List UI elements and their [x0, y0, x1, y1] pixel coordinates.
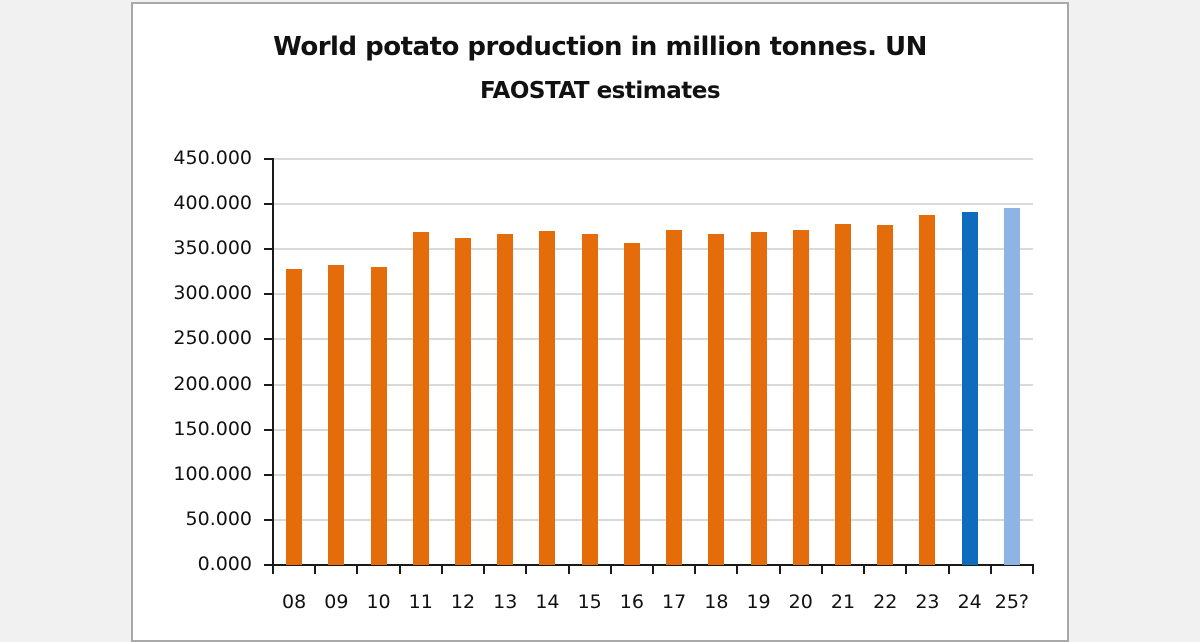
x-tick-label: 16 — [619, 591, 644, 613]
plot-area — [273, 158, 1033, 565]
bar-25-forecast — [1003, 207, 1020, 565]
gridline — [273, 248, 1033, 251]
bar-13 — [497, 233, 514, 565]
y-tick — [264, 158, 273, 160]
x-tick-label: 21 — [830, 591, 856, 613]
y-tick-label: 350.000 — [173, 237, 252, 260]
x-tick — [694, 565, 697, 574]
bar-11 — [412, 232, 429, 565]
y-tick — [264, 473, 273, 476]
x-tick — [863, 565, 866, 574]
bar-15 — [581, 233, 598, 565]
x-tick-label: 13 — [493, 591, 518, 613]
x-tick-label: 23 — [915, 591, 940, 613]
x-tick — [820, 565, 823, 574]
y-tick-label: 50.000 — [185, 507, 252, 530]
x-tick — [272, 565, 274, 574]
x-tick-label: 18 — [704, 591, 729, 613]
y-tick-label: 100.000 — [173, 462, 252, 485]
bar-08 — [286, 269, 303, 565]
x-tick — [652, 565, 654, 574]
gridline — [273, 518, 1033, 521]
bar-20 — [792, 230, 809, 565]
y-tick — [264, 518, 273, 521]
bar-10 — [370, 267, 387, 565]
y-tick-label: 400.000 — [173, 192, 252, 215]
y-tick-label: 200.000 — [173, 372, 252, 395]
gridline — [273, 203, 1033, 206]
bar-14 — [539, 231, 556, 565]
y-tick-label: 300.000 — [173, 282, 252, 305]
x-tick-label: 19 — [746, 591, 771, 613]
gridline — [273, 428, 1033, 431]
y-tick-label: 0.000 — [197, 553, 252, 575]
x-tick — [989, 565, 992, 574]
bar-09 — [328, 265, 345, 565]
x-tick — [567, 565, 570, 574]
bar-24 — [961, 212, 978, 565]
y-tick — [264, 383, 273, 386]
x-tick-label: 15 — [577, 591, 602, 613]
x-tick — [314, 565, 317, 574]
x-tick — [356, 565, 359, 574]
x-tick — [483, 565, 486, 574]
bar-17 — [666, 230, 683, 565]
bar-22 — [877, 224, 894, 565]
bar-21 — [835, 223, 851, 565]
x-tick — [525, 565, 528, 574]
y-tick-label: 150.000 — [173, 417, 252, 440]
y-tick — [264, 248, 273, 251]
x-tick-label: 20 — [788, 591, 813, 613]
x-tick — [440, 565, 443, 574]
x-tick — [398, 565, 401, 574]
x-tick-label: 08 — [282, 591, 307, 613]
chart-title-line-1: World potato production in million tonne… — [273, 32, 927, 62]
x-tick — [947, 565, 950, 574]
y-tick — [264, 338, 273, 341]
bar-12 — [455, 238, 471, 565]
gridline — [273, 293, 1033, 296]
x-tick — [778, 565, 781, 574]
y-axis-line — [272, 158, 274, 566]
x-tick-label: 11 — [408, 591, 433, 613]
y-tick — [264, 203, 273, 206]
x-tick — [1032, 565, 1034, 574]
chart-title-line-2: FAOSTAT estimates — [479, 78, 721, 104]
x-tick-label: 25? — [994, 591, 1029, 613]
x-tick — [736, 565, 739, 574]
x-tick-label: 09 — [324, 591, 349, 613]
x-tick-label: 24 — [957, 591, 982, 613]
x-tick — [609, 565, 612, 574]
y-tick — [264, 293, 273, 296]
x-tick-label: 17 — [662, 591, 687, 613]
y-tick-label: 450.000 — [173, 147, 252, 169]
x-tick-label: 14 — [535, 591, 560, 613]
y-tick — [264, 564, 273, 566]
x-tick-label: 10 — [366, 591, 391, 613]
bar-23 — [919, 214, 936, 565]
x-tick — [905, 565, 908, 574]
bar-19 — [750, 232, 767, 565]
bar-16 — [623, 242, 640, 565]
gridline — [273, 383, 1033, 386]
x-tick-label: 12 — [450, 591, 476, 613]
gridline — [273, 338, 1033, 341]
bar-18 — [708, 233, 725, 565]
gridline — [273, 158, 1033, 160]
gridline — [273, 473, 1033, 476]
y-tick-label: 250.000 — [173, 327, 252, 350]
x-tick-label: 22 — [873, 591, 898, 613]
y-tick — [264, 428, 273, 431]
